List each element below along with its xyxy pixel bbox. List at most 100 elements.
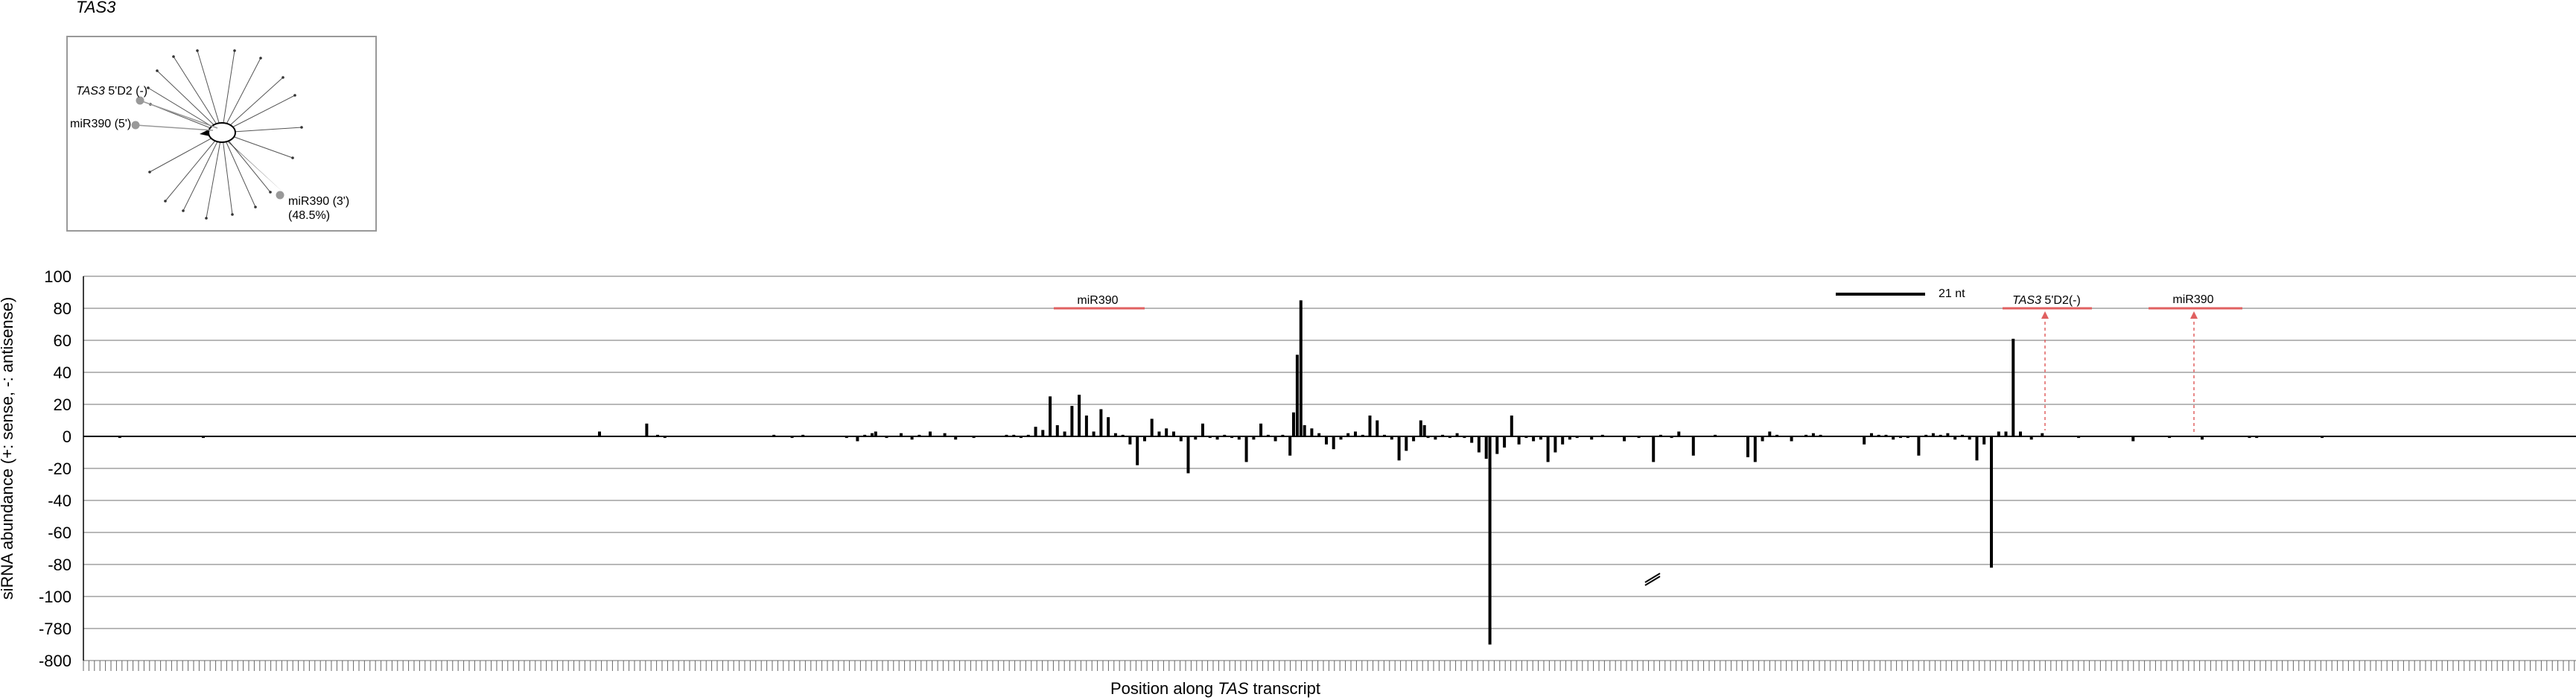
bar — [845, 436, 848, 439]
bar — [2168, 436, 2172, 439]
bar — [1157, 431, 1161, 436]
bar — [1426, 436, 1430, 439]
bar — [1434, 436, 1437, 440]
bar — [1208, 436, 1212, 439]
y-tick-label: -20 — [48, 459, 71, 478]
inset-spoke — [182, 132, 223, 211]
bar — [1532, 436, 1536, 442]
wedge-mir390-3p — [214, 130, 283, 192]
bar — [917, 434, 921, 436]
bar — [2255, 436, 2259, 439]
bar — [1568, 436, 1571, 440]
bar — [856, 436, 859, 442]
bar — [790, 436, 794, 439]
inset-spoke-end — [164, 200, 167, 203]
label-mir390-5p: miR390 (5') — [70, 118, 131, 130]
y-tick-label: 100 — [44, 267, 71, 286]
bar — [1281, 434, 1285, 436]
bar — [1237, 436, 1241, 440]
bar — [1325, 436, 1328, 445]
bar — [1917, 436, 1921, 456]
bar — [1201, 423, 1204, 436]
inset-spoke — [221, 57, 261, 133]
bar — [1899, 436, 1902, 439]
inset-spoke-end — [300, 126, 303, 129]
axis-break-mark — [1644, 573, 1661, 586]
bar — [1761, 436, 1764, 442]
x-axis-label: Position along TAS transcript — [1110, 679, 1320, 698]
bar — [1484, 436, 1488, 459]
bar — [1143, 436, 1146, 442]
bar-series — [118, 300, 2324, 645]
bar — [2029, 436, 2033, 440]
y-tick-label: -40 — [48, 491, 71, 510]
bar — [885, 436, 888, 439]
bar — [1412, 436, 1416, 442]
bar — [1244, 436, 1248, 462]
bar — [1368, 416, 1372, 436]
bar — [954, 436, 958, 440]
bar — [1005, 434, 1008, 436]
y-tick-label: -800 — [39, 652, 71, 670]
bar — [1455, 433, 1459, 436]
bar — [1691, 436, 1695, 456]
bar — [900, 433, 903, 436]
y-tick-label: 40 — [54, 363, 71, 382]
annot-mir390-left-label: miR390 — [1077, 294, 1118, 307]
bar — [1266, 434, 1270, 436]
bar — [1990, 436, 1993, 568]
x-axis-label-prefix: Position along — [1110, 679, 1218, 698]
bar — [871, 433, 874, 436]
bar — [1946, 433, 1950, 436]
bar — [1517, 436, 1521, 445]
bar — [910, 436, 914, 440]
bar — [1877, 434, 1880, 436]
bar — [1790, 436, 1793, 442]
bar — [929, 431, 932, 436]
bar — [1997, 431, 2000, 436]
inset-spoke-end — [156, 69, 159, 72]
x-axis-label-suffix: transcript — [1248, 679, 1320, 698]
chart-title: TAS3 — [76, 0, 116, 16]
bar — [1961, 434, 1964, 436]
bar — [2041, 433, 2044, 436]
bar — [1128, 436, 1132, 445]
bar — [1084, 416, 1088, 436]
bar — [1107, 417, 1110, 436]
bar — [1186, 436, 1190, 474]
y-tick-label: 60 — [54, 331, 71, 350]
bar — [1361, 434, 1364, 436]
bar — [1884, 434, 1888, 436]
bar — [598, 431, 601, 436]
bar — [1524, 436, 1528, 439]
bar — [1252, 436, 1256, 440]
bar — [1346, 433, 1350, 436]
bar — [1317, 433, 1321, 436]
bar — [1383, 434, 1386, 436]
bar — [972, 436, 976, 439]
bar — [1924, 434, 1928, 436]
bar — [1600, 434, 1604, 436]
inset-spoke-end — [196, 49, 199, 52]
bar — [2004, 431, 2008, 436]
x-axis-label-italic: TAS — [1218, 679, 1248, 698]
bar — [1295, 354, 1299, 436]
bar — [2321, 436, 2324, 439]
bar — [1292, 412, 1295, 437]
inset-spoke-end — [182, 209, 185, 212]
bar — [1652, 436, 1656, 462]
bar — [118, 436, 121, 439]
marker-tas3-5d2 — [136, 96, 144, 105]
bar — [1136, 436, 1139, 465]
bar — [645, 423, 649, 436]
annot-mir390-right-label: miR390 — [2172, 293, 2213, 306]
marker-mir390-3p — [276, 191, 284, 200]
bar — [1939, 434, 1942, 436]
y-axis-label: siRNA abundance (+: sense, -: antisense) — [0, 297, 16, 600]
bar — [1165, 428, 1168, 437]
bar — [1539, 436, 1542, 440]
bar — [656, 434, 659, 436]
bar — [1746, 436, 1749, 457]
bar — [1775, 434, 1779, 436]
